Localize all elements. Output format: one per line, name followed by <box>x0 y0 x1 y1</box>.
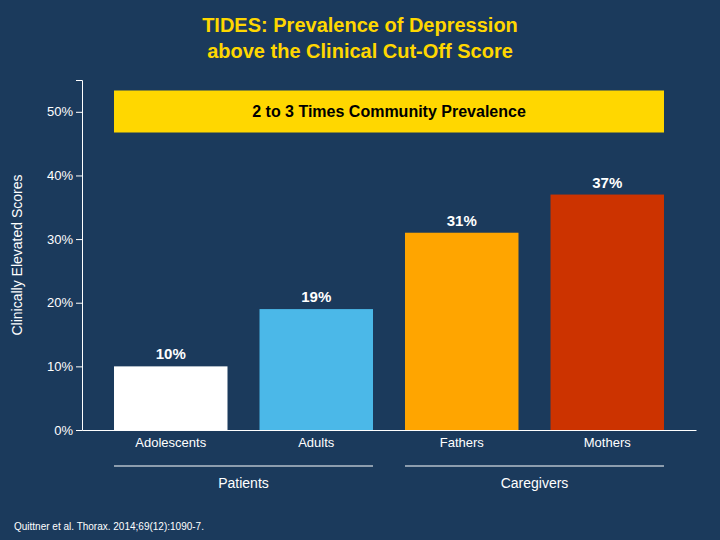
data-label: 31% <box>447 212 477 229</box>
x-tick: Adults <box>298 435 335 450</box>
bar <box>551 195 664 430</box>
data-label: 10% <box>156 345 186 362</box>
highlight: 2 to 3 Times Community Prevalence <box>114 91 664 133</box>
y-axis: 0% 10% 20% 30% 40% 50% <box>47 81 83 438</box>
group-label: Caregivers <box>501 475 569 491</box>
bars <box>114 195 664 430</box>
highlight-box <box>114 91 664 133</box>
y-tick-label: 20% <box>47 295 73 310</box>
x-tick-label: Fathers <box>440 435 485 450</box>
group-underline <box>405 465 664 466</box>
y-tick: 10% <box>47 359 82 374</box>
y-label: Clinically Elevated Scores <box>9 174 25 335</box>
y-tick: 30% <box>47 232 82 247</box>
background <box>0 0 720 540</box>
y-tick-label: 0% <box>54 423 73 438</box>
y-tick: 20% <box>47 295 82 310</box>
subtitle: above the Clinical Cut-Off Score <box>207 40 513 62</box>
bar <box>405 233 518 430</box>
y-tick-mark <box>76 303 82 304</box>
y-tick-mark <box>76 430 82 431</box>
x-tick: Fathers <box>440 435 485 450</box>
y-tick-mark <box>76 239 82 240</box>
x-tick-label: Adults <box>298 435 335 450</box>
group-label: Patients <box>218 475 269 491</box>
y-tick-label: 50% <box>47 104 73 119</box>
y-axis-line <box>76 81 83 431</box>
y-tick-label: 40% <box>47 168 73 183</box>
data-labels: 10% 19% 31% 37% <box>156 174 623 363</box>
highlight-text: 2 to 3 Times Community Prevalence <box>252 103 526 120</box>
y-tick-label: 30% <box>47 232 73 247</box>
bar <box>260 309 373 430</box>
source: Quittner et al. Thorax. 2014;69(12):1090… <box>14 521 204 532</box>
y-tick: 50% <box>47 104 82 119</box>
x-tick: Mothers <box>584 435 631 450</box>
data-label: 19% <box>301 288 331 305</box>
y-tick-mark <box>76 366 82 367</box>
x-tick-label: Mothers <box>584 435 631 450</box>
y-tick-mark <box>76 112 82 113</box>
y-tick-mark <box>76 175 82 176</box>
groups: Patients Caregivers <box>114 466 664 491</box>
y-tick: 0% <box>54 423 82 438</box>
x-axis-line <box>83 430 697 431</box>
plot: 0% 10% 20% 30% 40% 50% Adolescents Adults Father… <box>9 81 697 492</box>
y-tick-label: 10% <box>47 359 73 374</box>
bar <box>114 366 227 430</box>
data-label: 37% <box>592 174 622 191</box>
x-tick-label: Adolescents <box>135 435 206 450</box>
x-tick: Adolescents <box>135 435 206 450</box>
x-axis: Adolescents Adults Fathers Mothers <box>83 431 697 451</box>
y-tick: 40% <box>47 168 82 183</box>
group-underline <box>114 465 373 466</box>
title: TIDES: Prevalence of Depression <box>202 14 518 36</box>
chart: TIDES: Prevalence of Depression above the… <box>0 0 720 540</box>
